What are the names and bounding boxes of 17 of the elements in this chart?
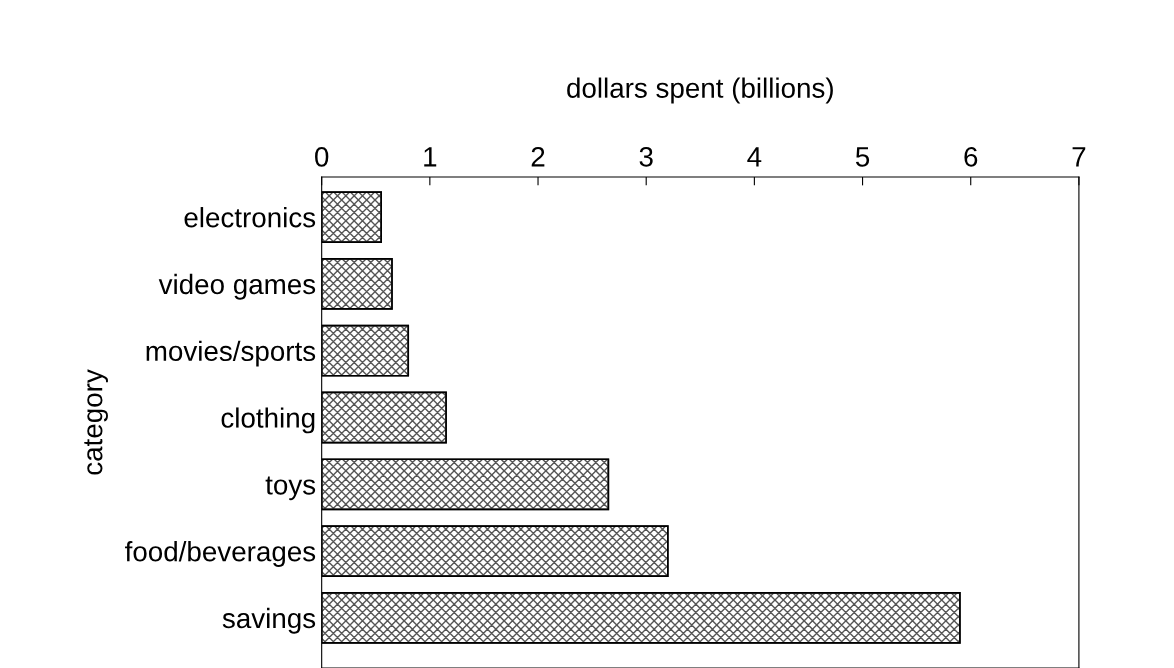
x-tick-label: 6	[964, 147, 978, 167]
y-tick-label: food/beverages	[125, 541, 316, 567]
x-tick-label: 0	[315, 147, 329, 167]
y-tick-label: savings	[222, 607, 316, 634]
y-tick-label: clothing	[221, 407, 315, 434]
y-axis-title: category	[84, 369, 108, 475]
x-axis-title: dollars spent (billions)	[567, 77, 833, 104]
x-tick-label: 7	[1072, 147, 1086, 167]
y-tick-label: toys	[265, 476, 316, 501]
x-tick-label: 1	[424, 147, 437, 167]
y-tick-label: movies/sports	[146, 340, 316, 367]
y-tick-label: video games	[158, 273, 316, 300]
x-tick-label: 4	[747, 147, 762, 167]
x-tick-label: 5	[855, 147, 870, 167]
y-tick-label: electronics	[184, 207, 316, 228]
x-tick-label: 2	[531, 147, 545, 167]
x-tick-label: 3	[639, 147, 653, 167]
